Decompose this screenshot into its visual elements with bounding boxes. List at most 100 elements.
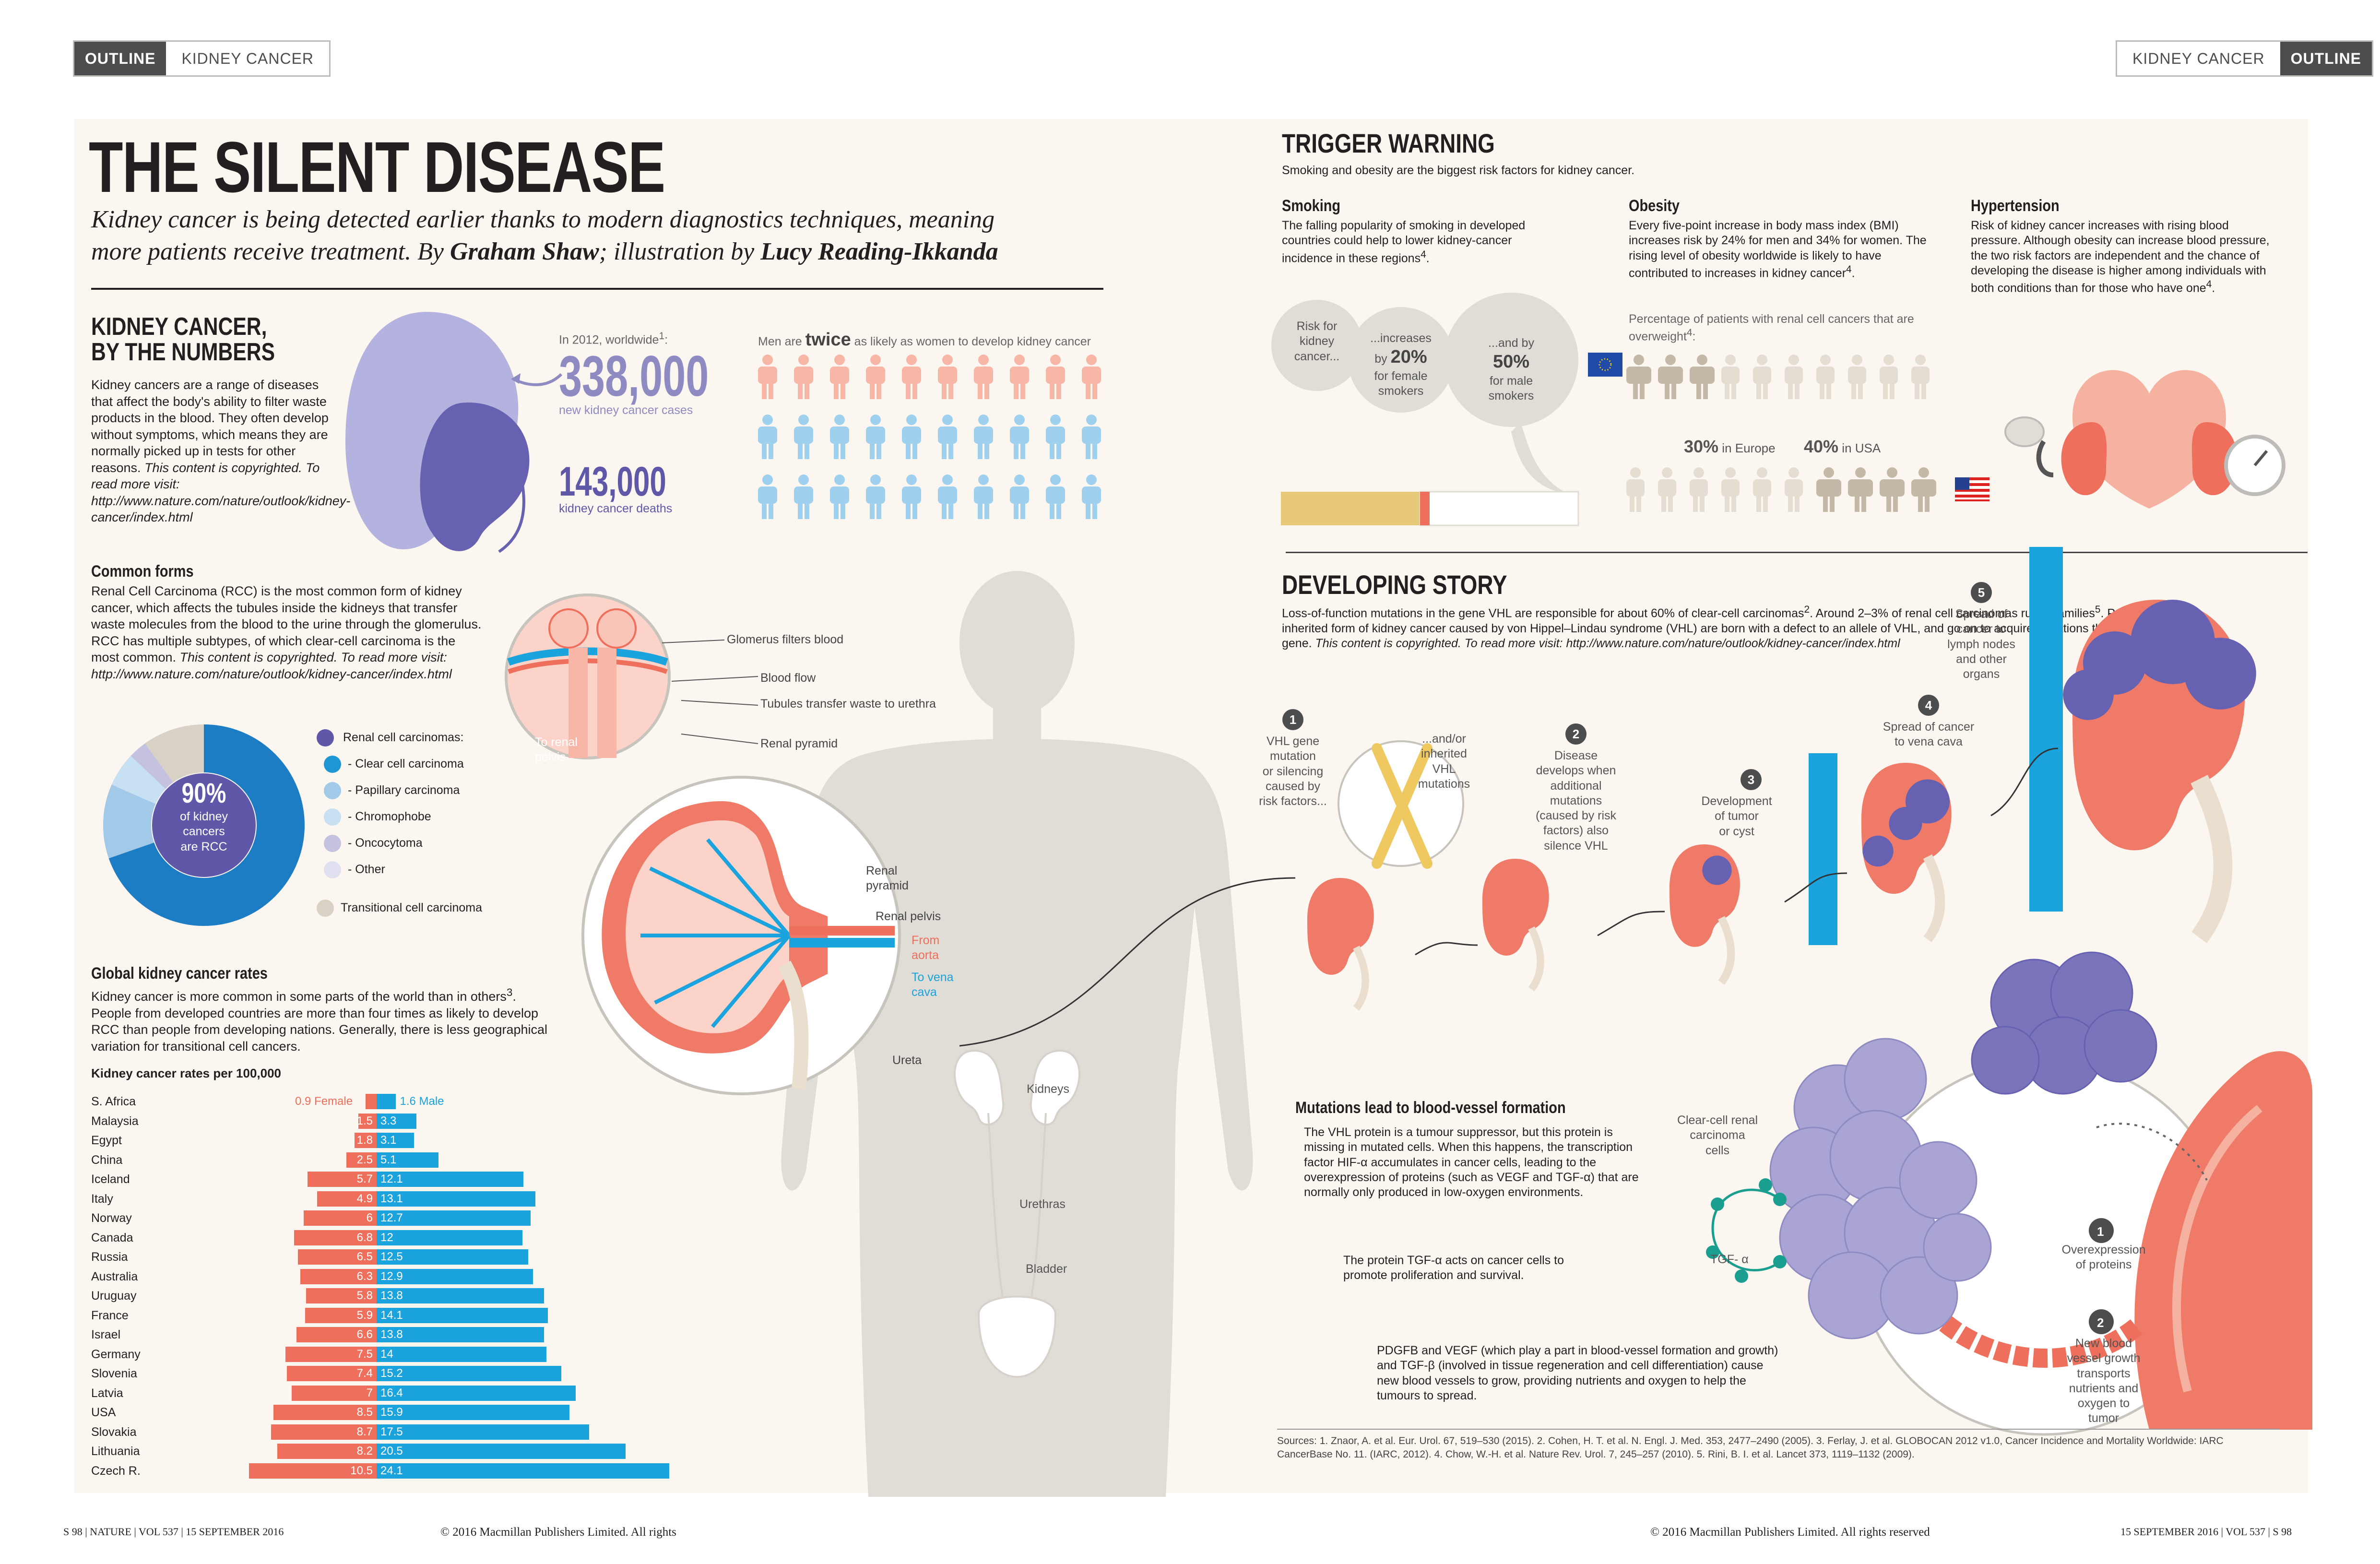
person-icon [1816, 355, 1835, 399]
page-title: THE SILENT DISEASE [89, 127, 665, 207]
female-value-label: 8.7 [356, 1425, 373, 1438]
kidney-stage-3 [1670, 844, 1740, 985]
male-value-label: 13.1 [380, 1192, 403, 1205]
step-number: 5 [1978, 585, 1985, 600]
bladder-label: Bladder [1026, 1262, 1067, 1276]
legend-swatch [317, 729, 334, 746]
divider [1277, 1429, 2280, 1430]
woman-icon [938, 355, 957, 399]
male-value-label: 20.5 [380, 1445, 403, 1457]
folio-left: S 98 | NATURE | VOL 537 | 15 SEPTEMBER 2… [63, 1526, 284, 1538]
legend-swatch [324, 861, 341, 878]
man-icon [758, 474, 777, 519]
male-value-label: 1.6 Male [400, 1095, 444, 1108]
blood-flow-label: Blood flow [760, 671, 816, 685]
male-value-label: 12.5 [380, 1250, 403, 1263]
divider [1286, 552, 2308, 553]
bubble-male: ...and by 50% for male smokers [1468, 336, 1554, 403]
male-bar [377, 1152, 439, 1168]
outline-tag-right: KIDNEY CANCER OUTLINE [2116, 40, 2374, 77]
flow-arrow [1415, 942, 1478, 956]
caption-text: as likely as women to develop kidney can… [851, 335, 1091, 348]
person-icon [1753, 355, 1771, 399]
female-bar [296, 1327, 377, 1342]
overexpression-label: Overexpression of proteins [2048, 1243, 2159, 1273]
person-icon [1626, 355, 1651, 399]
ureta-label: Ureta [892, 1054, 922, 1067]
male-value-label: 24.1 [380, 1464, 403, 1477]
woman-icon [1082, 355, 1101, 399]
label-line: ...and/or [1422, 732, 1466, 746]
usa-label: in USA [1838, 441, 1881, 455]
female-value-label: 6.8 [356, 1231, 373, 1244]
person-icon [1690, 355, 1715, 399]
label-line: cancer to [1956, 622, 2006, 636]
smoking-text: The falling popularity of smoking in dev… [1282, 219, 1526, 265]
mutations-text: The VHL protein is a tumour suppressor, … [1304, 1126, 1639, 1199]
citation: 5 [2095, 604, 2101, 615]
bar-category-label: Slovenia [91, 1367, 137, 1380]
copyright-note: This content is copyrighted. To read mor… [1315, 636, 1900, 650]
male-value-label: 15.9 [380, 1406, 403, 1419]
step-number: 2 [1573, 727, 1579, 741]
transitional-label: Transitional cell carcinoma [341, 901, 483, 914]
from-aorta-label: From aorta [912, 933, 939, 963]
lead-text: ; illustration by [599, 237, 761, 265]
step-number-badge [1282, 709, 1303, 730]
body-text: Kidney cancers are a range of diseases t… [91, 378, 329, 475]
man-icon [794, 415, 813, 459]
male-value-label: 14 [380, 1347, 393, 1361]
man-icon [1082, 415, 1101, 459]
arrow-icon [511, 373, 563, 386]
male-value-label: 16.4 [380, 1386, 403, 1399]
label-line: Spread of cancer [1883, 720, 1975, 734]
author-name: Graham Shaw [450, 237, 599, 265]
person-icon [1626, 467, 1645, 512]
bar-category-label: Canada [91, 1231, 133, 1244]
label-line: cava [912, 985, 937, 999]
label-line: nutrients and [2069, 1381, 2139, 1395]
body-text: Risk of kidney cancer increases with ris… [1971, 219, 2270, 295]
bar-category-label: Germany [91, 1347, 141, 1361]
heading-line: BY THE NUMBERS [91, 338, 275, 367]
bar-category-label: Italy [91, 1192, 113, 1206]
bubble-line: ...and by [1488, 336, 1534, 350]
nephron-magnifier [505, 593, 671, 759]
tgf-label: TGF- α [1710, 1253, 1749, 1266]
male-value-label: 12.9 [380, 1269, 403, 1283]
label-line: vessel growth [2067, 1351, 2141, 1365]
male-value-label: 3.1 [380, 1134, 397, 1147]
obesity-pictogram [1626, 355, 1936, 512]
renal-pyramid-2-label: Renal pyramid [866, 864, 909, 894]
male-bar [377, 1385, 576, 1401]
man-icon [1046, 415, 1065, 459]
new-vessel-label: New blood vessel growth transports nutrient… [2048, 1336, 2159, 1426]
copyright-note: This content is copyrighted. To read mor… [91, 460, 351, 525]
female-bar [249, 1463, 377, 1479]
label-line: mutation [1270, 749, 1316, 763]
bar-category-label: S. Africa [91, 1095, 136, 1108]
man-icon [1046, 474, 1065, 519]
smoking-bubbles [1271, 293, 1579, 526]
person-icon [1785, 355, 1803, 399]
flow-arrow [1784, 872, 1847, 903]
step-number: 3 [1748, 772, 1754, 787]
male-bar [377, 1366, 561, 1381]
label-line: Renal [866, 864, 898, 877]
bubble-risk: Risk for kidney cancer... [1274, 319, 1360, 364]
citation: 4 [2206, 279, 2212, 290]
trigger-subtitle: Smoking and obesity are the biggest risk… [1282, 164, 1635, 177]
europe-label: in Europe [1718, 441, 1776, 455]
legend-swatch [317, 900, 334, 917]
male-value-label: 13.8 [380, 1328, 403, 1341]
bubble-line: cancer... [1294, 349, 1340, 363]
man-icon [866, 474, 885, 519]
bar-category-label: Israel [91, 1328, 121, 1341]
lead-text: more patients receive treatment. By [91, 237, 450, 265]
male-bar [377, 1133, 414, 1148]
female-bar [300, 1268, 377, 1284]
label-line: To vena [912, 971, 954, 984]
clear-cell-label: Clear-cell renal carcinoma cells [1665, 1113, 1770, 1158]
female-value-label: 5.8 [356, 1289, 373, 1302]
vena-cava [1809, 753, 1837, 945]
